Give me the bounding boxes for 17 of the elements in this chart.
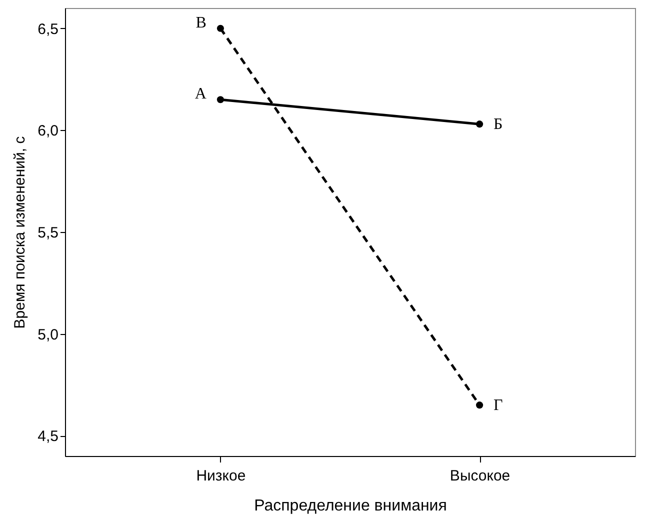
x-axis-title: Распределение внимания xyxy=(254,498,447,514)
point xyxy=(216,96,224,104)
x-tick-label: Низкое xyxy=(196,468,246,484)
x-tick-label: Высокое xyxy=(450,468,510,484)
y-axis-title: Время поиска изменений, с xyxy=(12,136,29,329)
annotation: В xyxy=(196,14,206,32)
annotation: Г xyxy=(494,397,503,414)
y-tick-label: 6,5 xyxy=(38,20,58,38)
annotation: Б xyxy=(494,116,503,134)
y-tick-label: 5,5 xyxy=(38,224,58,242)
y-tick-label: 4,5 xyxy=(38,428,58,446)
point xyxy=(216,24,224,32)
point xyxy=(476,120,484,128)
annotation: А xyxy=(194,86,207,103)
point xyxy=(476,402,484,409)
y-tick-label: 5,0 xyxy=(38,326,58,344)
y-tick-label: 6,0 xyxy=(38,122,58,140)
